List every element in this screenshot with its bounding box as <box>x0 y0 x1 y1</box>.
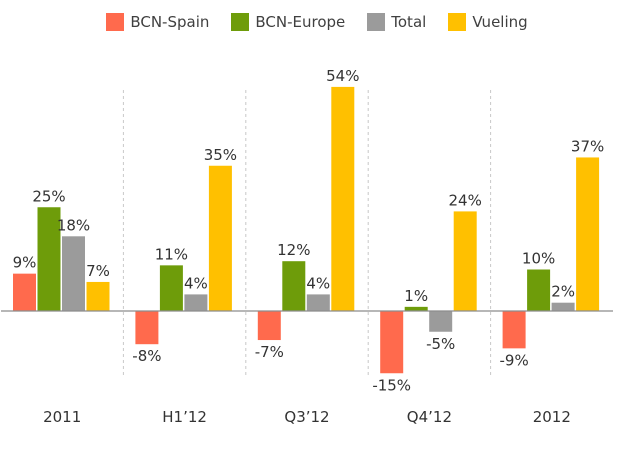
data-label-total-2: 4% <box>306 274 330 292</box>
data-label-vueling-0: 7% <box>86 262 110 280</box>
data-label-vueling-3: 24% <box>449 191 482 209</box>
legend-label-bcn-europe: BCN-Europe <box>255 13 346 31</box>
bar-bcn-europe-0 <box>37 207 61 311</box>
data-label-bcn-europe-1: 11% <box>155 245 188 263</box>
category-label-4: 2012 <box>533 408 571 426</box>
bar-total-0 <box>62 236 85 311</box>
legend-label-vueling: Vueling <box>472 13 528 31</box>
data-label-bcn-europe-3: 1% <box>404 287 428 305</box>
legend-swatch-bcn-europe <box>231 13 250 31</box>
bar-vueling-2 <box>331 86 355 312</box>
bar-bcn-spain-1 <box>135 311 159 345</box>
bar-bcn-spain-3 <box>380 311 404 374</box>
data-label-total-0: 18% <box>57 216 90 234</box>
bar-bcn-europe-3 <box>404 306 428 311</box>
legend-swatch-total <box>367 13 386 31</box>
data-label-total-4: 2% <box>551 283 575 301</box>
bar-bcn-spain-2 <box>257 311 281 341</box>
data-label-bcn-europe-4: 10% <box>522 250 555 268</box>
bar-bcn-europe-4 <box>527 269 551 311</box>
legend-label-bcn-spain: BCN-Spain <box>130 13 210 31</box>
data-label-bcn-europe-2: 12% <box>277 241 310 259</box>
bar-vueling-0 <box>86 281 110 311</box>
data-label-total-1: 4% <box>184 274 208 292</box>
data-label-vueling-4: 37% <box>571 137 604 155</box>
category-label-2: Q3’12 <box>284 408 329 426</box>
data-label-vueling-1: 35% <box>204 146 237 164</box>
data-label-bcn-spain-1: -8% <box>132 347 161 365</box>
legend-item-total: Total <box>367 13 426 31</box>
legend: BCN-Spain BCN-Europe Total Vueling <box>0 10 634 34</box>
bar-bcn-europe-2 <box>282 261 306 311</box>
bar-vueling-4 <box>576 157 600 311</box>
bar-total-2 <box>306 294 330 311</box>
bar-bcn-spain-0 <box>13 273 36 311</box>
data-label-bcn-spain-4: -9% <box>499 351 528 369</box>
bar-bcn-europe-1 <box>159 265 183 311</box>
bar-bcn-spain-4 <box>502 311 526 349</box>
data-label-bcn-spain-2: -7% <box>255 343 284 361</box>
legend-label-total: Total <box>391 13 427 31</box>
category-label-3: Q4’12 <box>407 408 452 426</box>
data-label-bcn-spain-0: 9% <box>13 254 37 272</box>
bar-total-3 <box>429 311 453 332</box>
data-label-bcn-spain-3: -15% <box>372 376 411 394</box>
legend-item-bcn-spain: BCN-Spain <box>106 13 209 31</box>
data-label-bcn-europe-0: 25% <box>32 187 65 205</box>
legend-item-vueling: Vueling <box>448 13 528 31</box>
category-label-0: 2011 <box>43 408 81 426</box>
data-label-vueling-2: 54% <box>326 67 359 85</box>
bar-vueling-1 <box>208 165 232 311</box>
bar-total-1 <box>184 294 208 311</box>
legend-item-bcn-europe: BCN-Europe <box>231 13 345 31</box>
data-label-total-3: -5% <box>426 335 455 353</box>
legend-swatch-vueling <box>448 13 467 31</box>
legend-swatch-bcn-spain <box>106 13 125 31</box>
category-label-1: H1’12 <box>162 408 207 426</box>
bar-vueling-3 <box>453 211 477 311</box>
bar-total-4 <box>551 302 575 311</box>
